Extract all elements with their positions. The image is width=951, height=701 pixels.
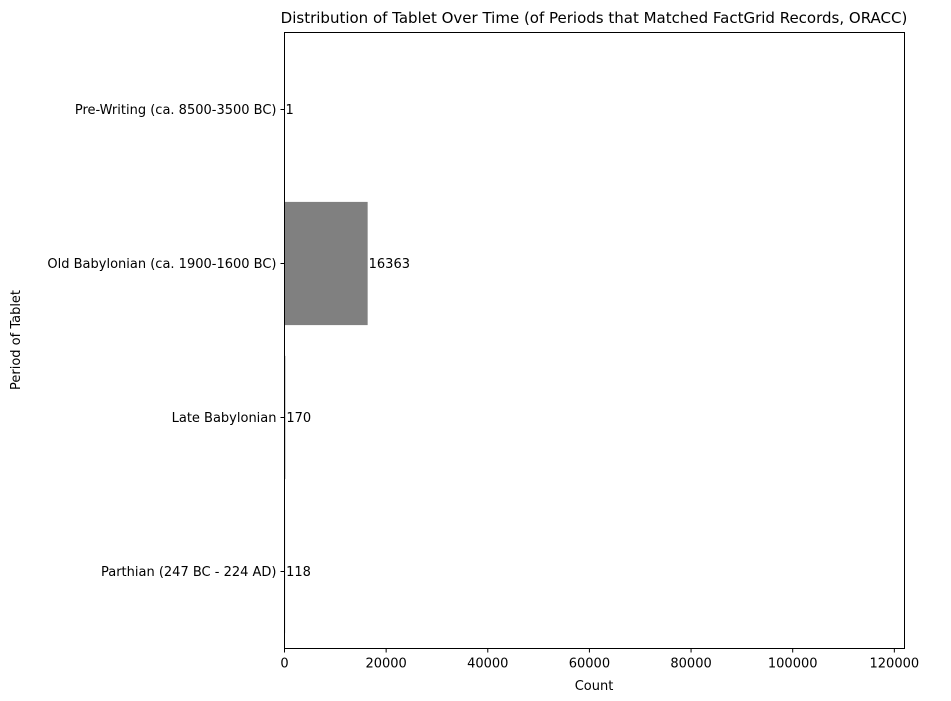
data-labels: 1 16363 170 118 (286, 103, 411, 580)
chart-title: Distribution of Tablet Over Time (of Per… (281, 9, 908, 27)
y-tick-label-4: Parthian (247 BC - 224 AD) (101, 565, 277, 580)
y-tick-label-3: Late Babylonian (172, 411, 277, 426)
data-label-4: 118 (286, 565, 311, 580)
x-tick-label-3: 40000 (467, 657, 508, 672)
data-label-3: 170 (286, 411, 311, 426)
y-axis-label: Period of Tablet (9, 290, 24, 390)
data-label-1: 1 (286, 103, 294, 118)
x-tick-label-2: 20000 (365, 657, 406, 672)
y-tick-label-2: Old Babylonian (ca. 1900-1600 BC) (47, 257, 276, 272)
y-tick-label-1: Pre-Writing (ca. 8500-3500 BC) (75, 103, 277, 118)
plot-frame (284, 32, 905, 649)
data-label-2: 16363 (369, 257, 410, 272)
x-tick-label-5: 80000 (670, 657, 711, 672)
x-tick-label-1: 0 (280, 657, 288, 672)
bars-layer (284, 47, 368, 634)
x-tick-label-6: 100000 (768, 657, 818, 672)
x-tick-label-4: 60000 (569, 657, 610, 672)
x-axis-label: Count (575, 679, 614, 694)
x-tick-label-7: 120000 (870, 657, 920, 672)
x-axis: 0 20000 40000 60000 80000 100000 120000 (280, 648, 920, 672)
bar-2 (284, 201, 368, 326)
y-axis: Pre-Writing (ca. 8500-3500 BC) Old Babylo… (47, 103, 285, 580)
